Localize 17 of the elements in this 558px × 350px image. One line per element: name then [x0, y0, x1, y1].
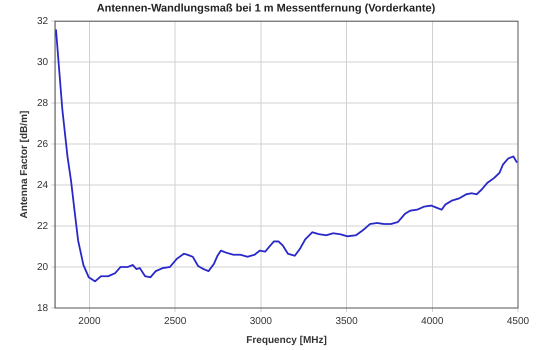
x-tick-label: 4000 — [421, 316, 444, 327]
y-tick-label: 28 — [37, 98, 49, 109]
y-tick-label: 20 — [37, 262, 49, 273]
x-axis-title: Frequency [MHz] — [246, 334, 327, 346]
x-tick-label: 4500 — [506, 316, 530, 327]
y-tick-label: 30 — [37, 56, 49, 68]
y-tick-label: 32 — [37, 16, 49, 27]
x-tick-label: 3500 — [335, 316, 358, 327]
x-tick-label: 2500 — [164, 316, 187, 327]
y-tick-label: 26 — [37, 138, 49, 150]
chart-title: Antennen-Wandlungsmaß bei 1 m Messentfernung (Vorderkante) — [96, 2, 436, 15]
y-axis-title: Antenna Factor [dB/m] — [18, 110, 30, 218]
y-tick-label: 18 — [37, 302, 49, 314]
x-tick-label: 3000 — [250, 316, 272, 327]
x-tick-label: 2000 — [78, 316, 101, 327]
y-tick-label: 24 — [37, 180, 49, 191]
y-tick-label: 22 — [37, 220, 49, 232]
